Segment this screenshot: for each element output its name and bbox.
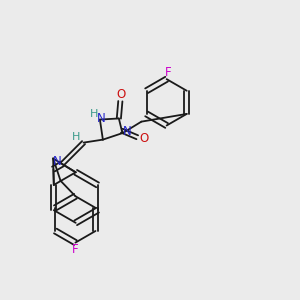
Text: F: F xyxy=(72,243,79,256)
Text: N: N xyxy=(53,155,62,168)
Text: N: N xyxy=(123,125,132,138)
Text: O: O xyxy=(139,132,148,145)
Text: H: H xyxy=(90,109,98,119)
Text: N: N xyxy=(97,112,106,125)
Text: O: O xyxy=(116,88,126,101)
Text: F: F xyxy=(165,66,171,79)
Text: H: H xyxy=(72,132,80,142)
